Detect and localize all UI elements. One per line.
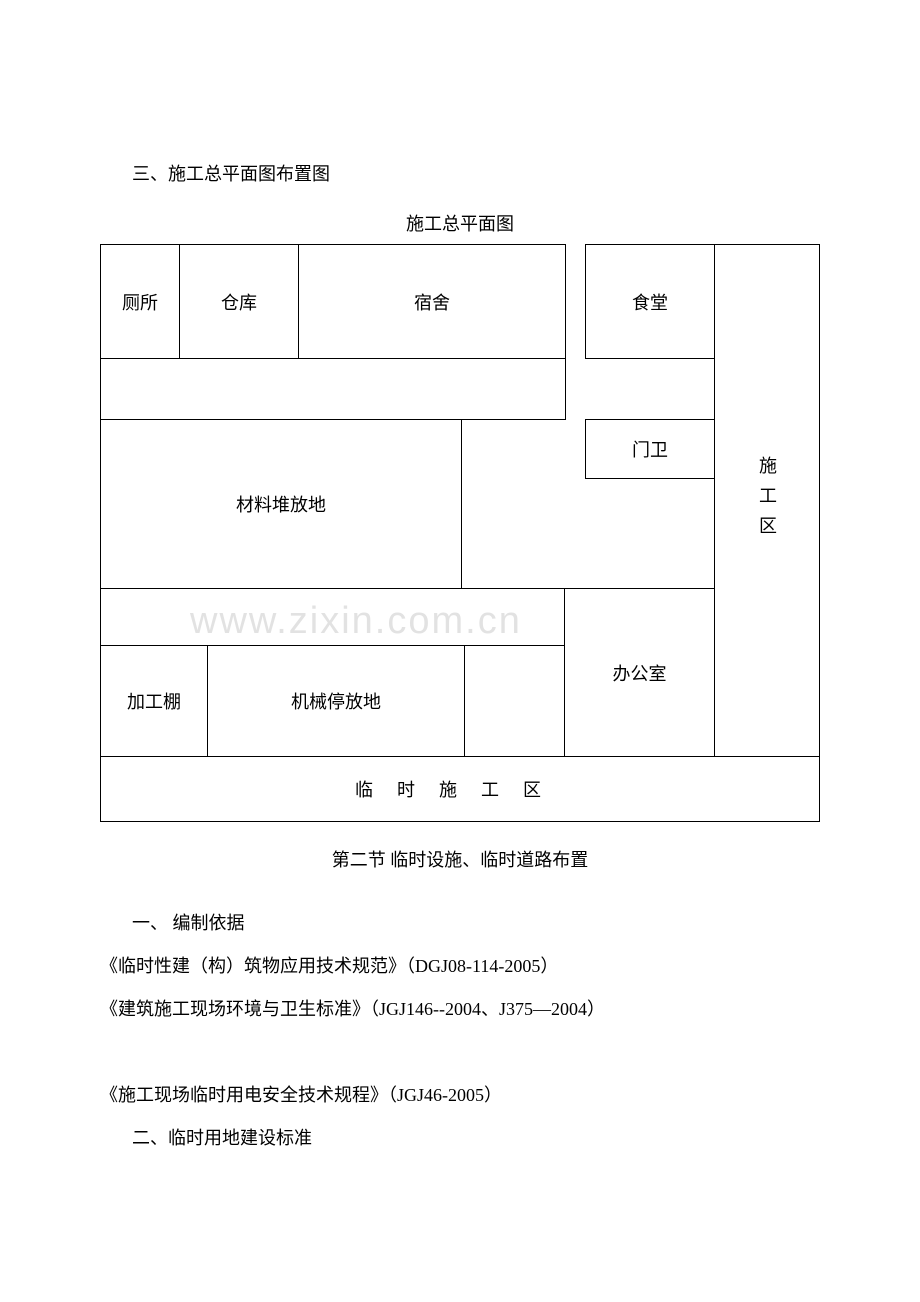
box-construction: 施工区 (714, 244, 820, 757)
sub-heading-1: 一、 编制依据 (100, 902, 820, 945)
section-2-title: 第二节 临时设施、临时道路布置 (100, 846, 820, 872)
site-plan-diagram: 厕所 仓库 宿舍 食堂 材料堆放地 门卫 施工区 办公室 加工棚 机械停放地 临… (100, 244, 820, 822)
heading-3: 三、施工总平面图布置图 (100, 160, 820, 186)
box-canteen: 食堂 (585, 244, 715, 359)
box-dorm: 宿舍 (298, 244, 566, 359)
box-machinery: 机械停放地 (207, 645, 465, 757)
diagram-title: 施工总平面图 (100, 210, 820, 236)
box-strip2 (100, 588, 565, 646)
box-shed: 加工棚 (100, 645, 208, 757)
sub-heading-2: 二、临时用地建设标准 (100, 1117, 820, 1160)
box-office: 办公室 (564, 588, 715, 757)
box-construction-label: 施工区 (754, 456, 780, 546)
reference-3: 《施工现场临时用电安全技术规程》（JGJ46-2005） (100, 1074, 820, 1117)
box-strip (100, 358, 566, 420)
box-tempzone-label: 临时施工区 (355, 776, 565, 802)
reference-1: 《临时性建（构）筑物应用技术规范》（DGJ08-114-2005） (100, 945, 820, 988)
box-gate: 门卫 (585, 419, 715, 479)
box-toilet: 厕所 (100, 244, 180, 359)
box-warehouse: 仓库 (179, 244, 299, 359)
box-tempzone: 临时施工区 (100, 756, 820, 822)
reference-2: 《建筑施工现场环境与卫生标准》（JGJ146--2004、J375—2004） (100, 988, 820, 1031)
box-material: 材料堆放地 (100, 419, 462, 589)
spacer (100, 1032, 820, 1074)
